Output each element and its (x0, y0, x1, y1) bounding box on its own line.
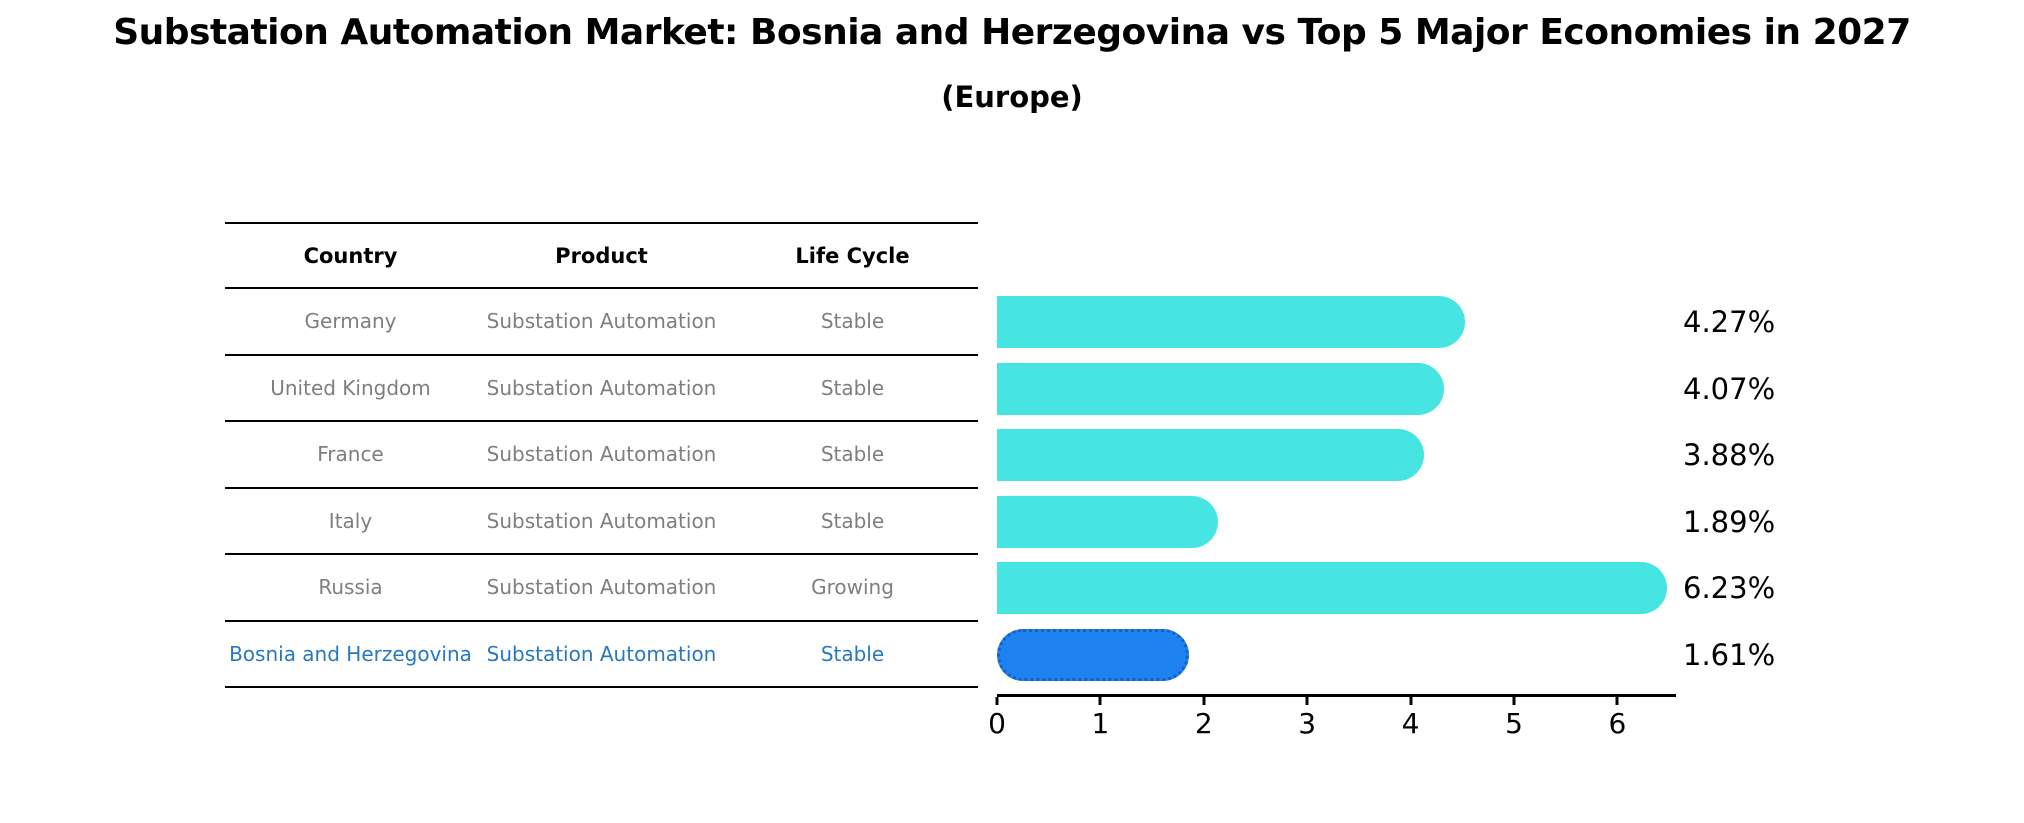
country-cell: United Kingdom (270, 375, 431, 400)
x-tick-label-5: 5 (1505, 707, 1523, 740)
x-axis: 0 1 2 3 4 5 6 (988, 694, 1697, 764)
x-tick-label-6: 6 (1608, 707, 1627, 740)
bar-row (997, 489, 1702, 556)
product-cell: Substation Automation (486, 309, 717, 334)
x-tick-label-3: 3 (1298, 707, 1317, 740)
value-label-italy: 1.89% (1683, 504, 1776, 539)
country-cell: Russia (318, 575, 383, 600)
table-row-united-kingdom: United Kingdom Substation Automation Stabl… (225, 356, 978, 422)
x-tick-label-1: 1 (1091, 707, 1110, 740)
life-cycle-cell: Growing (811, 575, 894, 600)
chart-title: Substation Automation Market: Bosnia and… (113, 12, 1911, 53)
life-cycle-cell: Stable (820, 508, 885, 533)
table-row-france: France Substation Automation Stable (225, 422, 978, 489)
product-cell: Substation Automation (486, 575, 717, 600)
column-header-product: Product (555, 243, 648, 268)
product-cell: Substation Automation (486, 375, 717, 400)
chart-subtitle: (Europe) (941, 80, 1083, 114)
x-tick-mark-6 (1615, 697, 1619, 705)
value-label-france: 3.88% (1683, 438, 1776, 473)
x-tick-mark-4 (1409, 697, 1413, 705)
bar-row (997, 356, 1702, 423)
bar-row (997, 555, 1702, 622)
bar-france (997, 429, 1425, 482)
bar-bosnia-and-herzegovina (997, 628, 1190, 681)
column-header-life-cycle: Life Cycle (795, 243, 910, 268)
x-tick-mark-5 (1512, 697, 1516, 705)
country-cell: Germany (304, 309, 397, 334)
value-label-bosnia-and-herzegovina: 1.61% (1683, 637, 1776, 672)
x-tick-label-0: 0 (988, 707, 1006, 740)
value-label-united-kingdom: 4.07% (1683, 371, 1776, 406)
bar-germany (997, 296, 1465, 349)
country-cell: Italy (328, 508, 373, 533)
bar-russia (997, 562, 1668, 615)
bar-row (997, 622, 1702, 689)
x-tick-label-4: 4 (1401, 707, 1420, 740)
table-row-germany: Germany Substation Automation Stable (225, 289, 978, 356)
bars-area (997, 289, 1702, 688)
bar-row (997, 422, 1702, 489)
x-tick-mark-2 (1202, 697, 1206, 705)
table-body: Germany Substation Automation Stable United… (225, 289, 978, 688)
value-labels: 4.27% 4.07% 3.88% 1.89% 6.23% 1.61% (1683, 289, 1883, 688)
table-row-bosnia-and-herzegovina: Bosnia and Herzegovina Substation Automat… (225, 622, 978, 688)
x-tick-mark-0 (995, 697, 999, 705)
x-tick-mark-3 (1305, 697, 1309, 705)
value-label-germany: 4.27% (1683, 305, 1776, 340)
bar-row (997, 289, 1702, 356)
product-cell: Substation Automation (486, 641, 717, 666)
country-cell: Bosnia and Herzegovina (229, 641, 472, 666)
country-cell: France (317, 442, 384, 467)
value-label-russia: 6.23% (1683, 571, 1776, 606)
bar-italy (997, 495, 1219, 548)
comparison-table: Country Product Life Cycle Germany Substati… (225, 222, 978, 688)
column-header-country: Country (303, 243, 398, 268)
x-axis-line (997, 694, 1676, 697)
x-tick-mark-1 (1098, 697, 1102, 705)
product-cell: Substation Automation (486, 442, 717, 467)
life-cycle-cell: Stable (820, 309, 885, 334)
life-cycle-cell: Stable (820, 375, 885, 400)
x-tick-label-2: 2 (1194, 707, 1213, 740)
life-cycle-cell: Stable (820, 641, 885, 666)
product-cell: Substation Automation (486, 508, 717, 533)
life-cycle-cell: Stable (820, 442, 885, 467)
table-row-italy: Italy Substation Automation Stable (225, 489, 978, 555)
bar-united-kingdom (997, 362, 1444, 415)
table-row-russia: Russia Substation Automation Growing (225, 555, 978, 622)
table-header-row: Country Product Life Cycle (225, 222, 978, 289)
